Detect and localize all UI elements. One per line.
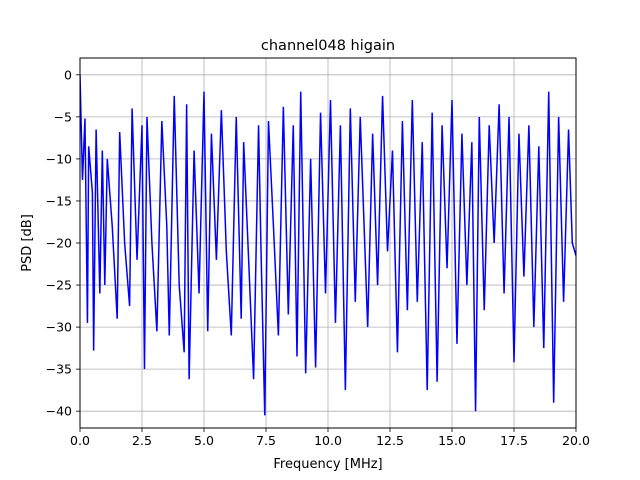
x-tick-label: 17.5 [500,433,528,448]
x-axis: 0.0 2.5 5.0 7.5 10.0 12.5 15.0 17.5 20.0 [70,428,590,448]
chart-title: channel048 higain [261,38,395,54]
x-axis-label: Frequency [MHz] [273,457,382,472]
x-tick-label: 2.5 [132,433,152,448]
y-tick-label: 0 [64,67,72,82]
x-tick-label: 12.5 [376,433,404,448]
y-tick-label: −15 [46,193,72,208]
x-tick-label: 10.0 [314,433,342,448]
y-tick-label: −40 [46,404,72,419]
y-axis-label: PSD [dB] [20,214,35,272]
y-tick-label: −10 [46,151,72,166]
y-tick-label: −35 [46,362,72,377]
y-tick-label: −25 [46,278,72,293]
y-tick-label: −30 [46,320,72,335]
plot-series [80,74,576,416]
x-tick-label: 5.0 [194,433,214,448]
x-tick-label: 7.5 [256,433,276,448]
y-tick-label: −20 [46,236,72,251]
series-line [80,74,576,416]
y-tick-label: −5 [54,109,72,124]
y-axis: 0 −5 −10 −15 −20 −25 −30 −35 −40 [46,67,80,419]
x-tick-label: 20.0 [562,433,590,448]
x-tick-label: 15.0 [438,433,466,448]
x-tick-label: 0.0 [70,433,90,448]
